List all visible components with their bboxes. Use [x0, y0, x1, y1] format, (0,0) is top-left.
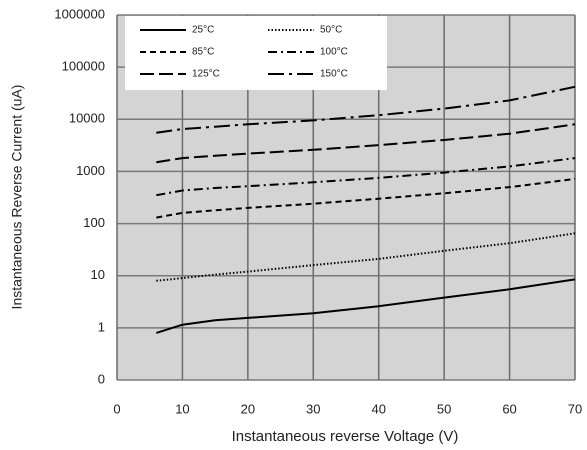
x-tick-label: 50: [437, 401, 451, 416]
series-line: [156, 123, 576, 164]
y-tick-label: 0: [98, 371, 105, 386]
y-tick-label: 100000: [62, 59, 105, 74]
x-axis-label: Instantaneous reverse Voltage (V): [232, 428, 459, 445]
x-tick-label: 0: [113, 401, 120, 416]
x-tick-label: 10: [175, 401, 189, 416]
y-tick-label: 10: [91, 267, 105, 282]
series-line: [156, 157, 576, 197]
legend-label: 125°C: [192, 69, 220, 80]
legend-label: 100°C: [320, 47, 348, 58]
y-axis-label: Instantaneous Reverse Current (uA): [9, 85, 25, 310]
y-tick-label: 1000: [76, 163, 105, 178]
x-tick-label: 70: [568, 401, 582, 416]
legend-label: 50°C: [320, 25, 342, 36]
x-tick-label: 60: [502, 401, 516, 416]
series-line: [156, 85, 576, 134]
legend: 25°C 50°C 85°C 100°C 125°C 150°C: [125, 16, 387, 90]
legend-label: 85°C: [192, 47, 214, 58]
series-line: [156, 278, 576, 334]
series-line: [156, 232, 576, 282]
legend-label: 25°C: [192, 25, 214, 36]
x-tick-label: 20: [241, 401, 255, 416]
x-tick-label: 40: [371, 401, 385, 416]
x-tick-label: 30: [306, 401, 320, 416]
y-tick-label: 1: [98, 319, 105, 334]
y-tick-label: 10000: [69, 111, 105, 126]
series-line: [156, 177, 576, 219]
legend-label: 150°C: [320, 69, 348, 80]
y-tick-label: 100: [83, 215, 105, 230]
legend-box: [125, 16, 387, 90]
y-tick-label: 1000000: [54, 6, 105, 21]
